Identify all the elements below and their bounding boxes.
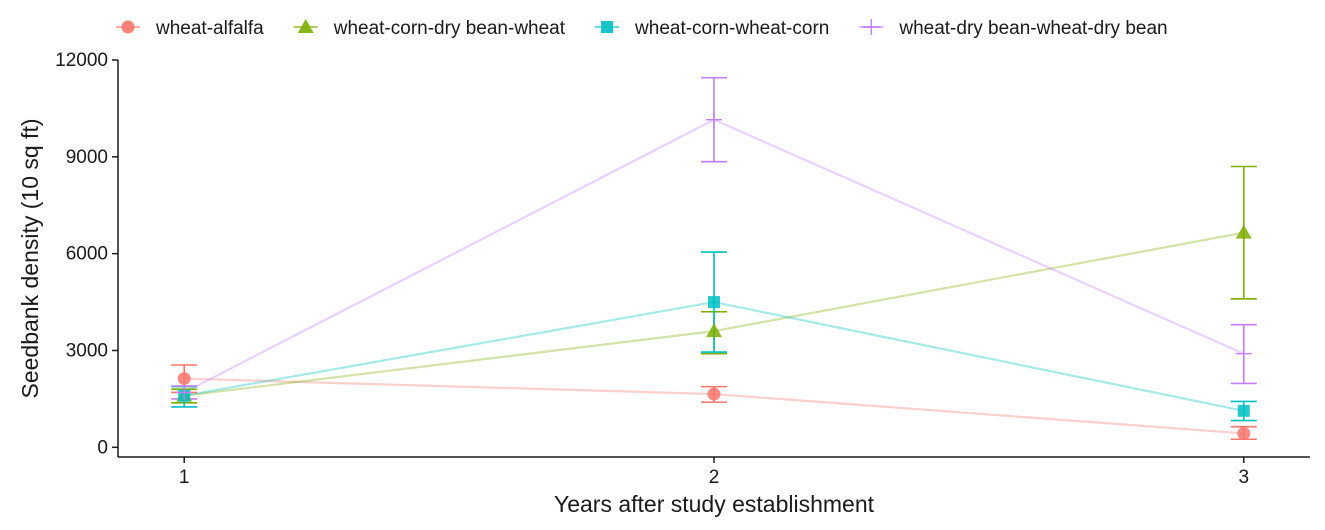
legend-key-marker xyxy=(121,20,135,34)
data-point-wheat-corn-wheat-corn xyxy=(1237,404,1250,417)
x-tick-label: 1 xyxy=(179,467,190,488)
data-point-wheat-dry-bean-wheat-dry-bean xyxy=(1235,345,1252,362)
y-tick-label: 12000 xyxy=(55,50,108,71)
data-point-wheat-dry-bean-wheat-dry-bean xyxy=(706,111,722,128)
data-point-wheat-corn-wheat-corn xyxy=(708,296,720,309)
legend-label: wheat-corn-wheat-corn xyxy=(634,18,829,39)
legend: wheat-alfalfa wheat-corn-dry bean-wheat wh… xyxy=(116,18,1168,39)
legend-key-marker xyxy=(297,19,314,33)
y-tick-label: 3000 xyxy=(66,340,108,361)
data-point-wheat-corn-dry-bean-wheat xyxy=(706,323,722,338)
y-axis-title: Seedbank density (10 sq ft) xyxy=(17,119,43,399)
legend-item-wheat-alfalfa: wheat-alfalfa xyxy=(116,18,264,39)
y-axis-ticks: 0 3000 6000 9000 12000 xyxy=(55,50,118,458)
plot-area xyxy=(171,76,1257,441)
data-points xyxy=(176,111,1252,440)
x-axis-ticks: 1 2 3 xyxy=(179,457,1249,488)
axes: 0 3000 6000 9000 12000 1 2 3 xyxy=(55,50,1310,488)
legend-item-wheat-corn-dry-bean-wheat: wheat-corn-dry bean-wheat xyxy=(293,18,566,39)
legend-item-wheat-corn-wheat-corn: wheat-corn-wheat-corn xyxy=(595,18,829,39)
data-point-wheat-alfalfa xyxy=(707,387,721,401)
legend-key-marker xyxy=(601,21,614,33)
data-point-wheat-alfalfa xyxy=(1237,426,1251,440)
x-tick-label: 2 xyxy=(709,467,720,488)
legend-label: wheat-corn-dry bean-wheat xyxy=(333,18,566,39)
legend-key-marker xyxy=(863,19,880,35)
y-tick-label: 9000 xyxy=(66,147,108,168)
data-point-wheat-alfalfa xyxy=(177,372,191,386)
error-bars xyxy=(171,76,1257,441)
y-tick-label: 0 xyxy=(97,437,108,458)
legend-label: wheat-dry bean-wheat-dry bean xyxy=(898,18,1167,39)
data-point-wheat-corn-dry-bean-wheat xyxy=(1235,224,1252,239)
x-axis-title: Years after study establishment xyxy=(554,491,875,517)
x-tick-label: 3 xyxy=(1238,467,1249,488)
y-tick-label: 6000 xyxy=(66,244,108,265)
data-point-wheat-dry-bean-wheat-dry-bean xyxy=(176,384,193,401)
legend-label: wheat-alfalfa xyxy=(155,18,264,39)
legend-item-wheat-dry-bean-wheat-dry-bean: wheat-dry bean-wheat-dry bean xyxy=(859,18,1168,39)
